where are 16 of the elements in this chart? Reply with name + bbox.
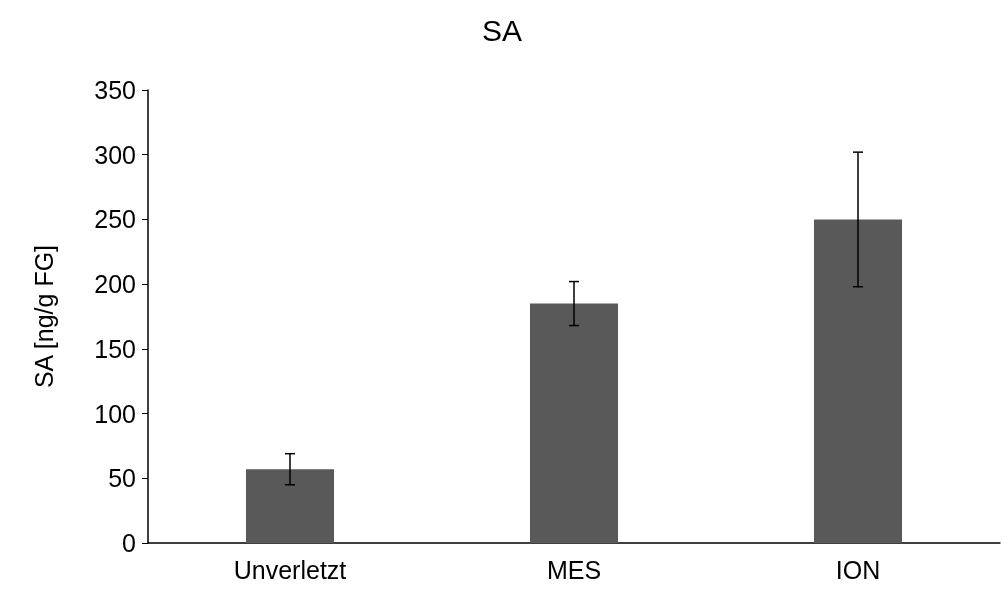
- y-tick-label: 0: [122, 529, 136, 557]
- y-tick-label: 350: [94, 76, 136, 104]
- bar: [245, 469, 335, 543]
- y-tick-label: 100: [94, 399, 136, 428]
- chart-title: SA: [481, 13, 523, 47]
- x-tick-label: Unverletzt: [233, 555, 347, 584]
- y-tick-label: 150: [94, 334, 136, 363]
- x-tick-label: ION: [835, 555, 881, 584]
- y-axis-title: SA [ng/g FG]: [29, 244, 58, 389]
- y-tick-label: 200: [94, 270, 136, 299]
- x-tick-label: MES: [546, 555, 602, 584]
- y-tick-label: 300: [94, 140, 136, 169]
- bar: [813, 219, 903, 543]
- y-tick-label: 250: [94, 205, 136, 234]
- y-tick-label: 50: [108, 464, 136, 493]
- bar: [529, 303, 619, 543]
